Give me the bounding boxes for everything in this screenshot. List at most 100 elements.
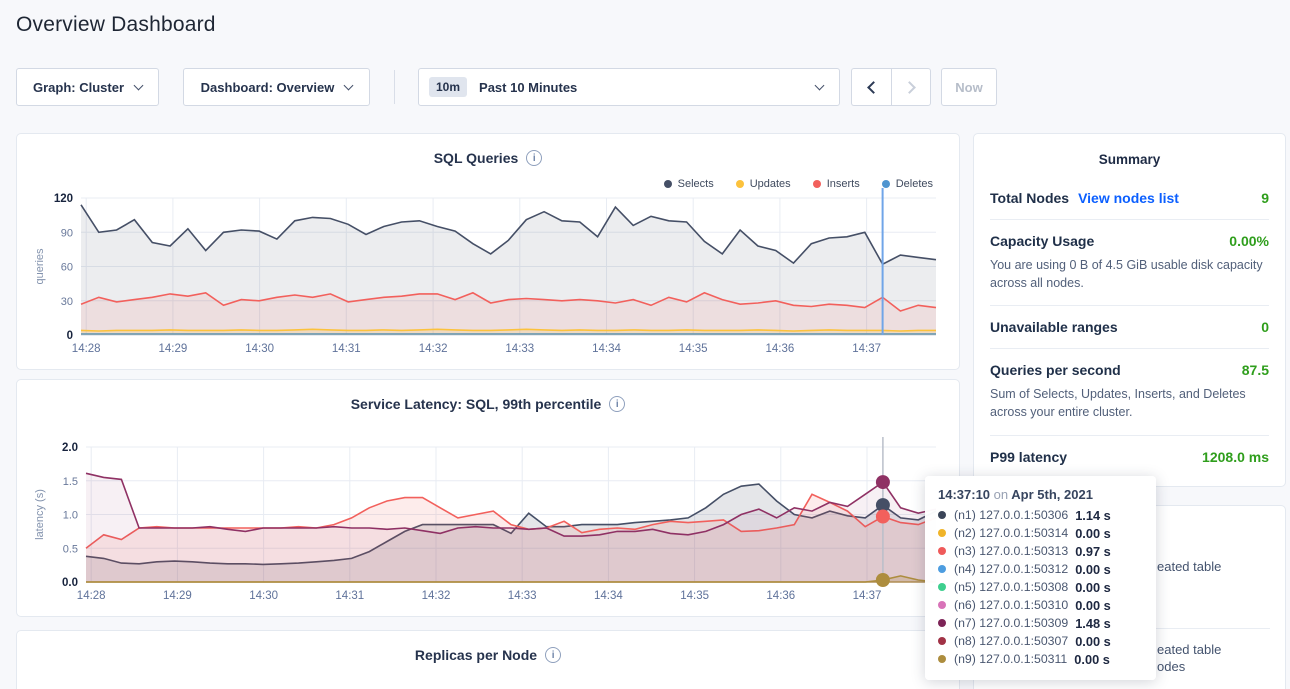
node-series-dot: [938, 637, 946, 645]
service-latency-chart[interactable]: 14:2814:2914:3014:3114:3214:3314:3414:35…: [17, 380, 961, 616]
event-row-fragment: eated table: [1157, 559, 1221, 574]
tooltip-node-row: (n2) 127.0.0.1:50314 0.00 s: [938, 524, 1143, 542]
tooltip-node-row: (n1) 127.0.0.1:50306 1.14 s: [938, 506, 1143, 524]
chevron-down-icon: [815, 80, 825, 90]
view-nodes-list-link[interactable]: View nodes list: [1078, 190, 1179, 206]
tooltip-node-row: (n5) 127.0.0.1:50308 0.00 s: [938, 578, 1143, 596]
tooltip-node-row: (n4) 127.0.0.1:50312 0.00 s: [938, 560, 1143, 578]
unavailable-ranges-value: 0: [1261, 319, 1269, 335]
qps-value: 87.5: [1242, 362, 1269, 378]
qps-label: Queries per second: [990, 362, 1121, 378]
svg-text:14:37: 14:37: [852, 343, 881, 355]
svg-text:14:30: 14:30: [249, 590, 278, 602]
tooltip-node-row: (n8) 127.0.0.1:50307 0.00 s: [938, 632, 1143, 650]
svg-text:latency (s): latency (s): [34, 489, 46, 540]
capacity-usage-label: Capacity Usage: [990, 233, 1094, 249]
node-latency-value: 1.14 s: [1075, 508, 1111, 523]
tooltip-on: on: [994, 487, 1008, 502]
service-latency-panel: Service Latency: SQL, 99th percentile i …: [16, 379, 960, 617]
node-series-dot: [938, 511, 946, 519]
node-address: (n9) 127.0.0.1:50311: [954, 652, 1067, 666]
info-icon[interactable]: i: [545, 647, 561, 663]
node-latency-value: 0.00 s: [1075, 634, 1111, 649]
svg-text:14:36: 14:36: [766, 590, 795, 602]
tooltip-node-row: (n3) 127.0.0.1:50313 0.97 s: [938, 542, 1143, 560]
svg-text:90: 90: [61, 227, 73, 239]
event-row-fragment: odes: [1157, 659, 1185, 674]
now-button[interactable]: Now: [941, 68, 997, 106]
node-address: (n2) 127.0.0.1:50314: [954, 526, 1068, 540]
node-latency-value: 0.00 s: [1075, 526, 1111, 541]
svg-text:14:31: 14:31: [335, 590, 364, 602]
svg-text:2.0: 2.0: [62, 442, 78, 454]
replicas-per-node-title: Replicas per Node: [415, 647, 537, 663]
node-address: (n6) 127.0.0.1:50310: [954, 598, 1068, 612]
svg-text:1.0: 1.0: [63, 510, 78, 522]
node-series-dot: [938, 529, 946, 537]
svg-text:0: 0: [67, 330, 73, 342]
sql-queries-panel: SQL Queries i Selects Updates Inserts De…: [16, 133, 960, 370]
chevron-left-icon: [867, 81, 880, 94]
tooltip-node-row: (n7) 127.0.0.1:50309 1.48 s: [938, 614, 1143, 632]
time-pager: [851, 68, 931, 106]
capacity-usage-value: 0.00%: [1229, 233, 1269, 249]
svg-text:14:29: 14:29: [159, 343, 188, 355]
page-title: Overview Dashboard: [16, 13, 216, 37]
sql-queries-chart[interactable]: 14:2814:2914:3014:3114:3214:3314:3414:35…: [17, 134, 961, 369]
tooltip-time: 14:37:10: [938, 487, 990, 502]
next-range-button[interactable]: [891, 68, 931, 106]
svg-text:14:30: 14:30: [245, 343, 274, 355]
node-latency-value: 0.00 s: [1075, 580, 1111, 595]
total-nodes-value: 9: [1261, 190, 1269, 206]
svg-text:14:28: 14:28: [77, 590, 106, 602]
graph-scope-dropdown[interactable]: Graph: Cluster: [16, 68, 159, 106]
chart-hover-tooltip: 14:37:10 on Apr 5th, 2021 (n1) 127.0.0.1…: [925, 476, 1156, 680]
svg-text:14:34: 14:34: [594, 590, 623, 602]
node-series-dot: [938, 547, 946, 555]
svg-text:14:36: 14:36: [766, 343, 795, 355]
node-address: (n4) 127.0.0.1:50312: [954, 562, 1068, 576]
graph-scope-label: Graph: Cluster: [33, 80, 124, 95]
toolbar-divider: [394, 70, 395, 104]
chevron-down-icon: [344, 80, 354, 90]
overview-dashboard-page: Overview Dashboard Graph: Cluster Dashbo…: [0, 0, 1290, 689]
svg-text:14:29: 14:29: [163, 590, 192, 602]
time-range-label: Past 10 Minutes: [479, 80, 577, 95]
chevron-down-icon: [134, 80, 144, 90]
time-range-badge: 10m: [429, 77, 467, 97]
summary-panel: Summary Total Nodes View nodes list 9 Ca…: [973, 133, 1286, 487]
node-address: (n3) 127.0.0.1:50313: [954, 544, 1068, 558]
node-series-dot: [938, 601, 946, 609]
tooltip-node-row: (n6) 127.0.0.1:50310 0.00 s: [938, 596, 1143, 614]
node-address: (n1) 127.0.0.1:50306: [954, 508, 1068, 522]
summary-row-qps: Queries per second 87.5 Sum of Selects, …: [990, 348, 1269, 434]
dashboard-dropdown[interactable]: Dashboard: Overview: [183, 68, 370, 106]
node-address: (n7) 127.0.0.1:50309: [954, 616, 1068, 630]
node-series-dot: [938, 583, 946, 591]
svg-text:14:31: 14:31: [332, 343, 361, 355]
qps-subtext: Sum of Selects, Updates, Inserts, and De…: [990, 385, 1269, 421]
replicas-per-node-panel: Replicas per Node i: [16, 630, 960, 689]
time-range-dropdown[interactable]: 10m Past 10 Minutes: [418, 68, 840, 106]
summary-row-capacity: Capacity Usage 0.00% You are using 0 B o…: [990, 219, 1269, 305]
svg-text:14:37: 14:37: [853, 590, 882, 602]
unavailable-ranges-label: Unavailable ranges: [990, 319, 1118, 335]
summary-title: Summary: [990, 152, 1269, 167]
node-series-dot: [938, 655, 946, 663]
svg-text:queries: queries: [34, 248, 46, 285]
dashboard-label: Dashboard: Overview: [201, 80, 335, 95]
svg-text:14:35: 14:35: [680, 590, 709, 602]
p99-latency-value: 1208.0 ms: [1202, 449, 1269, 465]
svg-text:14:34: 14:34: [592, 343, 621, 355]
node-latency-value: 0.00 s: [1075, 562, 1111, 577]
svg-text:1.5: 1.5: [63, 476, 78, 488]
svg-text:120: 120: [54, 193, 73, 205]
node-latency-value: 0.00 s: [1075, 598, 1111, 613]
svg-text:30: 30: [61, 296, 73, 308]
svg-text:14:33: 14:33: [505, 343, 534, 355]
summary-row-p99: P99 latency 1208.0 ms: [990, 435, 1269, 478]
svg-text:0.0: 0.0: [62, 577, 78, 589]
previous-range-button[interactable]: [851, 68, 891, 106]
svg-text:14:32: 14:32: [419, 343, 448, 355]
node-series-dot: [938, 619, 946, 627]
